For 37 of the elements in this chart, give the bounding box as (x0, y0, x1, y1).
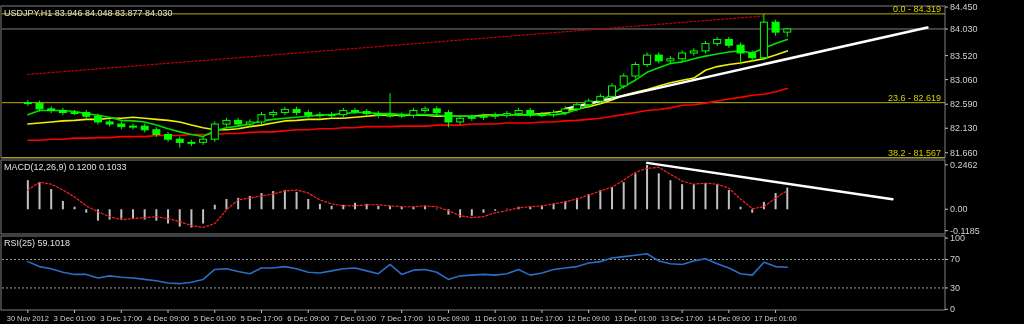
x-tick-label: 7 Dec 01:00 (333, 314, 378, 323)
y-tick-label: 0.00 (950, 204, 968, 215)
y-tick-label: 82.130 (950, 123, 978, 134)
y-tick-label: 84.450 (950, 2, 978, 13)
chart-title: MACD(12,26,9) 0.1200 0.1033 (4, 162, 127, 172)
y-tick-label: 83.060 (950, 74, 978, 85)
x-tick-label: 13 Dec 17:00 (661, 314, 709, 323)
x-tick-label: 5 Dec 17:00 (240, 314, 284, 323)
x-tick-label: 10 Dec 09:00 (427, 314, 476, 323)
x-tick-label: 4 Dec 09:00 (147, 314, 191, 323)
x-tick-label: 3 Dec 17:00 (100, 314, 144, 323)
y-tick-label: 84.030 (950, 23, 978, 34)
x-tick-label: 17 Dec 01:00 (754, 314, 803, 323)
y-tick-label: -0.1185 (950, 225, 980, 236)
y-tick-label: 30 (950, 282, 961, 293)
x-tick-label: 11 Dec 17:00 (520, 314, 568, 323)
annotation: 38.2 - 81.567 (887, 147, 941, 158)
x-tick-label: 7 Dec 17:00 (380, 314, 424, 323)
chart-title: RSI(25) 59.1018 (4, 238, 71, 248)
x-tick-label: 6 Dec 09:00 (287, 314, 331, 323)
annotation: 0.0 - 84.319 (892, 3, 941, 14)
x-tick-label: 30 Nov 2012 (6, 314, 53, 323)
y-tick-label: 83.520 (950, 50, 978, 61)
x-tick-label: 11 Dec 01:00 (474, 314, 522, 323)
annotation: 23.6 - 82.619 (887, 92, 941, 103)
y-tick-label: 82.590 (950, 99, 978, 110)
y-tick-label: 0.2462 (950, 159, 978, 170)
x-tick-label: 3 Dec 01:00 (53, 314, 97, 323)
chart-title: USDJPY.H1 83.946 84.048 83.877 84.030 (4, 8, 173, 18)
x-tick-label: 5 Dec 01:00 (193, 314, 237, 323)
x-tick-label: 12 Dec 09:00 (567, 314, 616, 323)
y-tick-label: 70 (950, 254, 961, 265)
x-tick-label: 13 Dec 01:00 (614, 314, 662, 323)
x-tick-label: 14 Dec 09:00 (707, 314, 756, 323)
y-tick-label: 81.660 (950, 147, 978, 158)
y-tick-label: 100 (950, 233, 966, 244)
y-tick-label: 0 (950, 304, 956, 315)
